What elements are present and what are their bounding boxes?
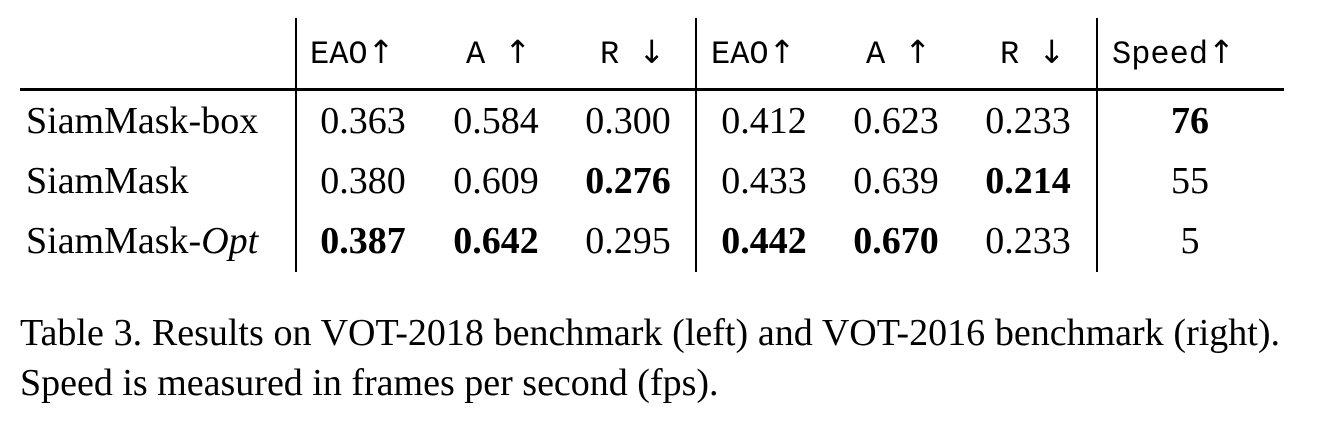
header-arrow-icon: ↑	[1208, 33, 1235, 71]
table-cell: 0.387	[320, 220, 406, 262]
table-cell: 0.670	[853, 220, 939, 262]
header-r-2016: R ↓	[1000, 36, 1065, 71]
header-label: Speed	[1112, 36, 1209, 73]
header-arrow-icon: ↑	[904, 33, 932, 71]
table-cell: 0.300	[585, 100, 671, 142]
header-label: R	[600, 36, 620, 73]
column-divider-1	[295, 18, 297, 272]
header-r-2018: R ↓	[600, 36, 665, 71]
header-arrow-icon: ↑	[504, 33, 532, 71]
header-label: EAO	[711, 36, 769, 73]
table-cell: 0.214	[985, 160, 1071, 202]
header-a-2018: A ↑	[466, 36, 531, 71]
table-cell: 0.433	[721, 160, 807, 202]
table-cell: 0.609	[453, 160, 539, 202]
row-label-text: SiamMask-	[26, 220, 202, 262]
header-speed: Speed↑	[1112, 36, 1235, 71]
header-rule	[20, 88, 1284, 91]
row-label-siammask: SiamMask	[26, 162, 189, 200]
table-cell: 0.276	[585, 160, 671, 202]
header-arrow-icon: ↑	[768, 33, 796, 71]
table-cell: 0.233	[985, 100, 1071, 142]
column-divider-2	[695, 18, 697, 272]
header-arrow-icon: ↑	[367, 33, 395, 71]
table-cell: 0.363	[320, 100, 406, 142]
header-label: R	[1000, 36, 1020, 73]
table-cell: 76	[1171, 100, 1209, 142]
header-eao-2018: EAO↑	[310, 36, 394, 71]
table-cell: 0.233	[985, 220, 1071, 262]
row-label-italic: Opt	[201, 220, 259, 262]
table-cell: 0.623	[853, 100, 939, 142]
table-caption: Table 3. Results on VOT-2018 benchmark (…	[20, 312, 1280, 404]
header-label: A	[866, 36, 886, 73]
table-cell: 0.380	[320, 160, 406, 202]
table-cell: 0.584	[453, 100, 539, 142]
header-eao-2016: EAO↑	[711, 36, 795, 71]
row-label-text: SiamMask	[26, 160, 189, 202]
results-table: EAO↑ A ↑ R ↓ EAO↑ A ↑ R ↓ Speed↑ SiamMas…	[20, 18, 1286, 274]
table-cell: 0.639	[853, 160, 939, 202]
table-cell: 0.442	[721, 220, 807, 262]
row-label-siammask-box: SiamMask-box	[26, 102, 258, 140]
table-cell: 0.412	[721, 100, 807, 142]
header-arrow-icon: ↓	[638, 33, 666, 71]
column-divider-3	[1096, 18, 1098, 272]
table-cell: 5	[1180, 220, 1200, 262]
header-label: A	[466, 36, 486, 73]
header-a-2016: A ↑	[866, 36, 931, 71]
row-label-siammask-opt: SiamMask-Opt	[26, 222, 258, 260]
table-cell: 0.642	[453, 220, 539, 262]
table-cell: 0.295	[585, 220, 671, 262]
row-label-text: SiamMask-box	[26, 100, 259, 142]
header-arrow-icon: ↓	[1038, 33, 1066, 71]
header-label: EAO	[310, 36, 368, 73]
table-cell: 55	[1171, 160, 1209, 202]
